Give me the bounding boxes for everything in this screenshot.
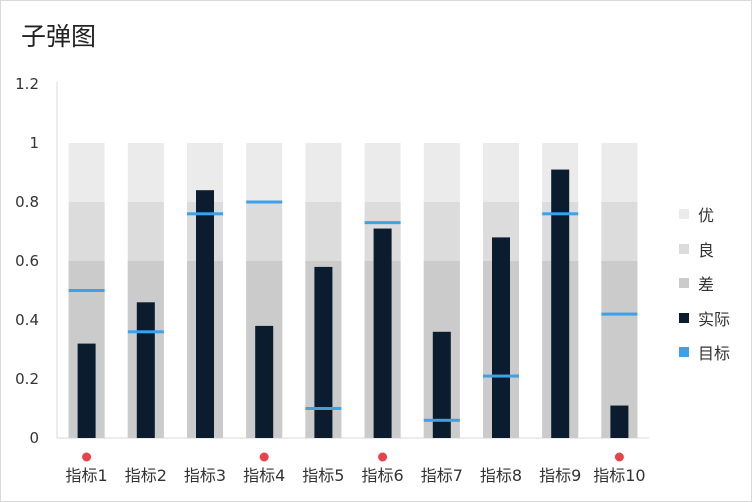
category-label: 指标6 [362, 466, 404, 485]
category-label: 指标4 [243, 466, 285, 485]
legend-label: 目标 [698, 344, 731, 364]
target-marker [542, 212, 579, 216]
y-tick-label: 0.6 [15, 252, 39, 270]
actual-bar [373, 228, 392, 438]
legend-item-excellent: 优 [679, 197, 730, 232]
legend-label: 差 [698, 275, 715, 295]
legend-swatch [679, 209, 689, 220]
actual-bar [314, 266, 333, 438]
actual-bar [255, 325, 274, 438]
target-marker [127, 330, 164, 334]
target-marker [68, 289, 105, 292]
category-label: 指标8 [480, 466, 522, 485]
category-label: 指标3 [184, 466, 226, 485]
legend: 优良差实际 目标 [679, 197, 730, 370]
legend-swatch [679, 243, 689, 254]
chart-title: 子弹图 [21, 22, 97, 51]
y-tick-label: 1.2 [15, 75, 39, 93]
legend-label: 良 [698, 240, 715, 260]
actual-bar [492, 237, 510, 438]
target-marker [364, 221, 401, 225]
legend-swatch [679, 312, 689, 323]
legend-item-target: 目标 [679, 335, 730, 370]
legend-item-poor: 差 [679, 266, 730, 301]
target-marker [483, 374, 519, 378]
y-tick-label: 0.8 [15, 193, 39, 211]
actual-bar [610, 405, 629, 438]
category-label: 指标5 [302, 466, 344, 485]
legend-label: 优 [698, 206, 715, 226]
flag-dot [614, 452, 624, 462]
target-marker [246, 200, 283, 204]
target-marker [601, 312, 638, 316]
category-label: 指标7 [421, 466, 463, 485]
actual-bar [432, 331, 451, 438]
legend-swatch [679, 278, 689, 289]
actual-bar [551, 169, 570, 439]
legend-swatch [679, 347, 689, 358]
y-tick-label: 0.2 [15, 370, 39, 388]
y-tick-label: 0.4 [15, 311, 39, 329]
legend-item-actual: 实际 [679, 301, 730, 336]
target-marker [187, 212, 223, 216]
category-label: 指标1 [66, 466, 108, 485]
legend-item-good: 良 [679, 232, 730, 267]
actual-bar [196, 190, 214, 438]
actual-bar [77, 343, 96, 438]
y-tick-label: 1 [29, 134, 39, 152]
flag-dot [82, 452, 92, 462]
category-label: 指标10 [593, 466, 645, 485]
flag-dot [378, 452, 388, 462]
actual-bar [136, 302, 155, 438]
legend-label: 实际 [698, 309, 731, 329]
target-marker [305, 407, 342, 410]
flag-dot [259, 452, 269, 462]
category-label: 指标9 [539, 466, 581, 485]
target-marker [423, 418, 460, 422]
category-label: 指标2 [125, 466, 167, 485]
y-tick-label: 0 [29, 429, 39, 447]
